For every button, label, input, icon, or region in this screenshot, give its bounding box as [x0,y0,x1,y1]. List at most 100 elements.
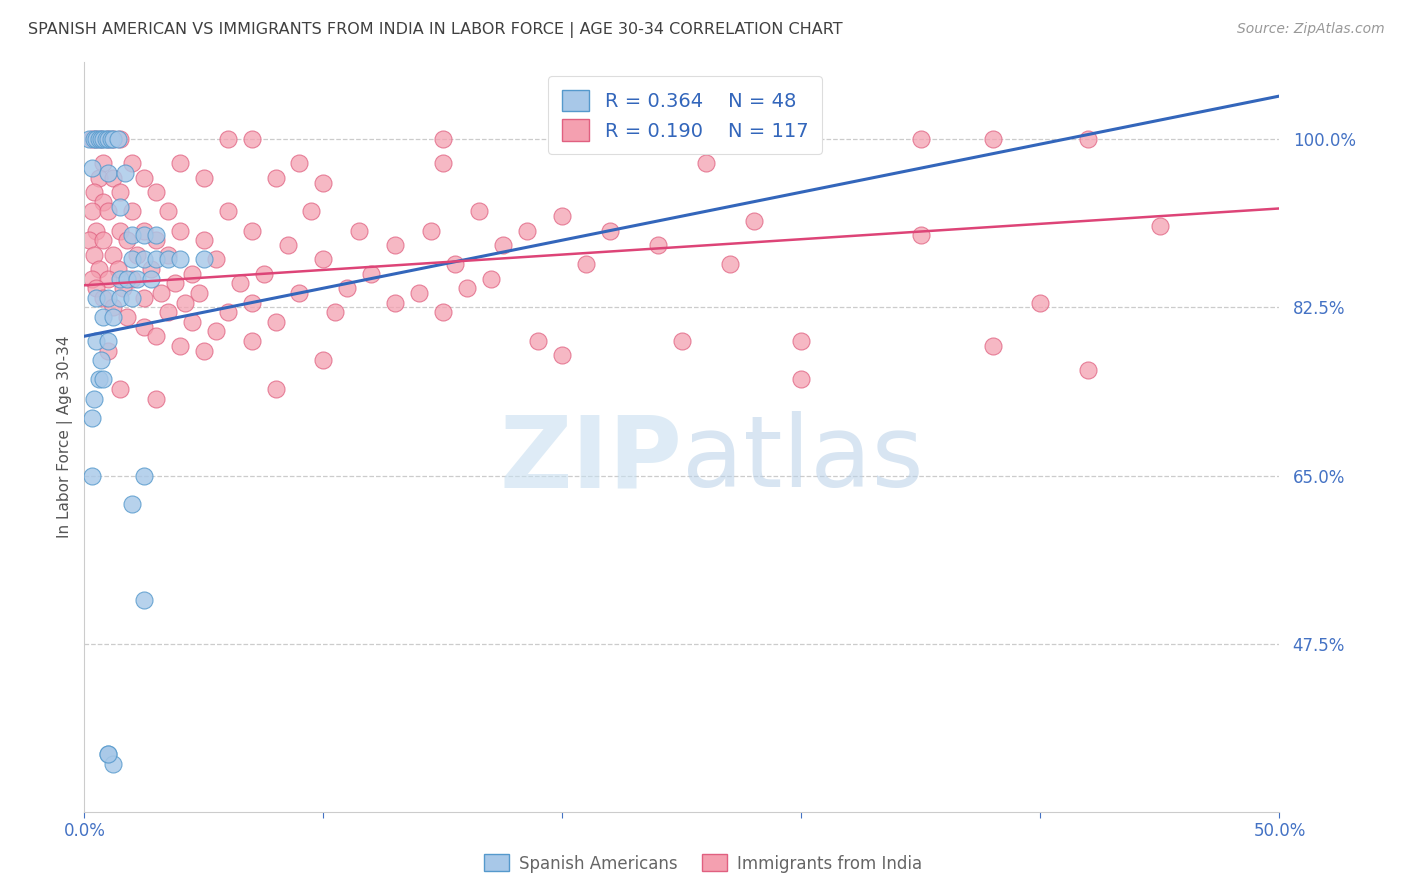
Point [100,132,122,146]
Point [456,281,478,295]
Text: atlas: atlas [682,411,924,508]
Point [169,223,191,237]
Point [217,132,239,146]
Point [981,132,1004,146]
Point [551,132,574,146]
Point [1077,363,1099,377]
Point [110,223,132,237]
Point [97,343,120,358]
Point [90,132,112,146]
Point [77,132,100,146]
Point [360,267,382,281]
Text: SPANISH AMERICAN VS IMMIGRANTS FROM INDIA IN LABOR FORCE | AGE 30-34 CORRELATION: SPANISH AMERICAN VS IMMIGRANTS FROM INDI… [28,22,842,38]
Point [432,305,454,319]
Point [145,233,167,247]
Point [93,291,115,305]
Point [336,281,359,295]
Point [80,132,103,146]
Point [132,593,156,607]
Point [718,257,741,271]
Point [121,252,143,267]
Point [117,233,139,247]
Point [90,132,112,146]
Point [86,281,108,295]
Point [132,319,156,334]
Point [145,185,167,199]
Point [145,392,167,406]
Point [264,382,287,396]
Point [312,176,335,190]
Point [157,305,180,319]
Point [97,747,120,761]
Point [93,372,115,386]
Point [93,132,115,146]
Point [93,233,115,247]
Text: Source: ZipAtlas.com: Source: ZipAtlas.com [1237,22,1385,37]
Point [97,166,120,180]
Point [101,132,124,146]
Point [121,291,143,305]
Point [240,223,263,237]
Point [181,267,204,281]
Point [157,247,180,261]
Point [101,170,124,185]
Point [83,132,105,146]
Point [97,747,120,761]
Point [229,277,252,291]
Point [132,223,156,237]
Point [90,353,112,368]
Point [288,156,311,170]
Point [145,329,167,343]
Point [193,343,215,358]
Point [110,291,132,305]
Point [384,295,406,310]
Point [516,223,538,237]
Point [121,156,143,170]
Point [193,252,215,267]
Point [384,238,406,252]
Point [97,334,120,348]
Point [408,285,430,300]
Point [551,209,574,223]
Point [468,204,491,219]
Point [145,228,167,243]
Point [111,281,134,295]
Point [97,132,120,146]
Point [253,267,276,281]
Point [173,295,195,310]
Point [80,410,103,425]
Point [101,247,124,261]
Point [114,166,136,180]
Point [132,170,156,185]
Point [420,223,443,237]
Point [110,185,132,199]
Point [141,271,163,285]
Point [240,132,263,146]
Point [87,372,110,386]
Point [97,291,120,305]
Point [110,271,132,285]
Point [117,310,139,324]
Point [83,247,105,261]
Point [80,161,103,175]
Point [107,132,129,146]
Point [132,228,156,243]
Point [312,353,335,368]
Legend: Spanish Americans, Immigrants from India: Spanish Americans, Immigrants from India [477,847,929,880]
Point [93,194,115,209]
Point [647,238,669,252]
Point [169,156,191,170]
Point [264,170,287,185]
Point [551,348,574,362]
Point [169,252,191,267]
Point [86,132,108,146]
Point [87,132,110,146]
Point [110,382,132,396]
Point [83,392,105,406]
Point [240,295,263,310]
Point [444,257,467,271]
Point [97,132,120,146]
Point [910,228,932,243]
Point [671,334,693,348]
Point [790,372,813,386]
